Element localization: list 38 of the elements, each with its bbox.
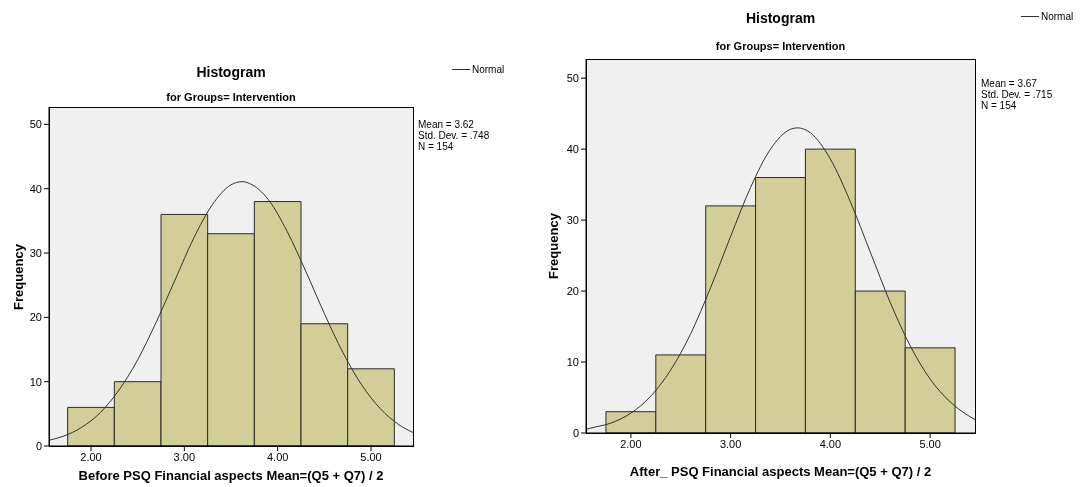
x-tick-label: 5.00 [919, 437, 941, 450]
x-tick-label: 2.00 [620, 437, 642, 450]
chart-subtitle: for Groups= Intervention [165, 91, 297, 103]
x-axis-title: After_ PSQ Financial aspects Mean=(Q5 + Q7) / 2 [628, 464, 933, 479]
y-tick-label: 0 [572, 426, 579, 439]
x-tick-label: 2.00 [80, 450, 102, 463]
text: Std. Dev. = .748 [418, 130, 490, 141]
legend-label: Normal [1041, 11, 1074, 22]
y-tick-label: 50 [29, 118, 42, 131]
text: N = 154 [981, 100, 1017, 111]
y-tick-label: 0 [35, 439, 42, 452]
chart-title: Histogram [195, 64, 267, 80]
x-tick-label: 3.00 [173, 450, 196, 463]
chart-subtitle: for Groups= Intervention [714, 40, 847, 52]
x-tick-label: 4.00 [266, 450, 289, 463]
y-tick-label: 20 [566, 284, 579, 297]
text: Std. Dev. = .715 [981, 89, 1053, 100]
y-tick-label: 30 [566, 214, 579, 226]
y-tick-label: 40 [29, 182, 42, 195]
y-tick-label: 40 [566, 143, 579, 156]
text: Mean = 3.62 [418, 119, 474, 130]
y-axis-title: Frequency [545, 213, 561, 279]
y-tick-label: 10 [566, 355, 579, 368]
x-tick-label: 5.00 [360, 450, 382, 463]
x-tick-label: 4.00 [819, 437, 842, 450]
legend-label: Normal [472, 64, 505, 75]
y-tick-label: 20 [29, 311, 42, 324]
text: N = 154 [418, 141, 454, 152]
y-tick-label: 30 [29, 246, 42, 259]
y-axis-title: Frequency [10, 243, 26, 310]
chart-title: Histogram [744, 10, 817, 26]
x-axis-title: Before PSQ Financial aspects Mean=(Q5 + Q7) / 2 [77, 468, 385, 483]
line-series [586, 127, 975, 430]
y-tick-label: 50 [566, 72, 579, 85]
line-series [49, 181, 413, 441]
x-tick-label: 3.00 [719, 437, 742, 450]
text: Mean = 3.67 [981, 78, 1037, 89]
y-tick-label: 10 [29, 375, 42, 388]
